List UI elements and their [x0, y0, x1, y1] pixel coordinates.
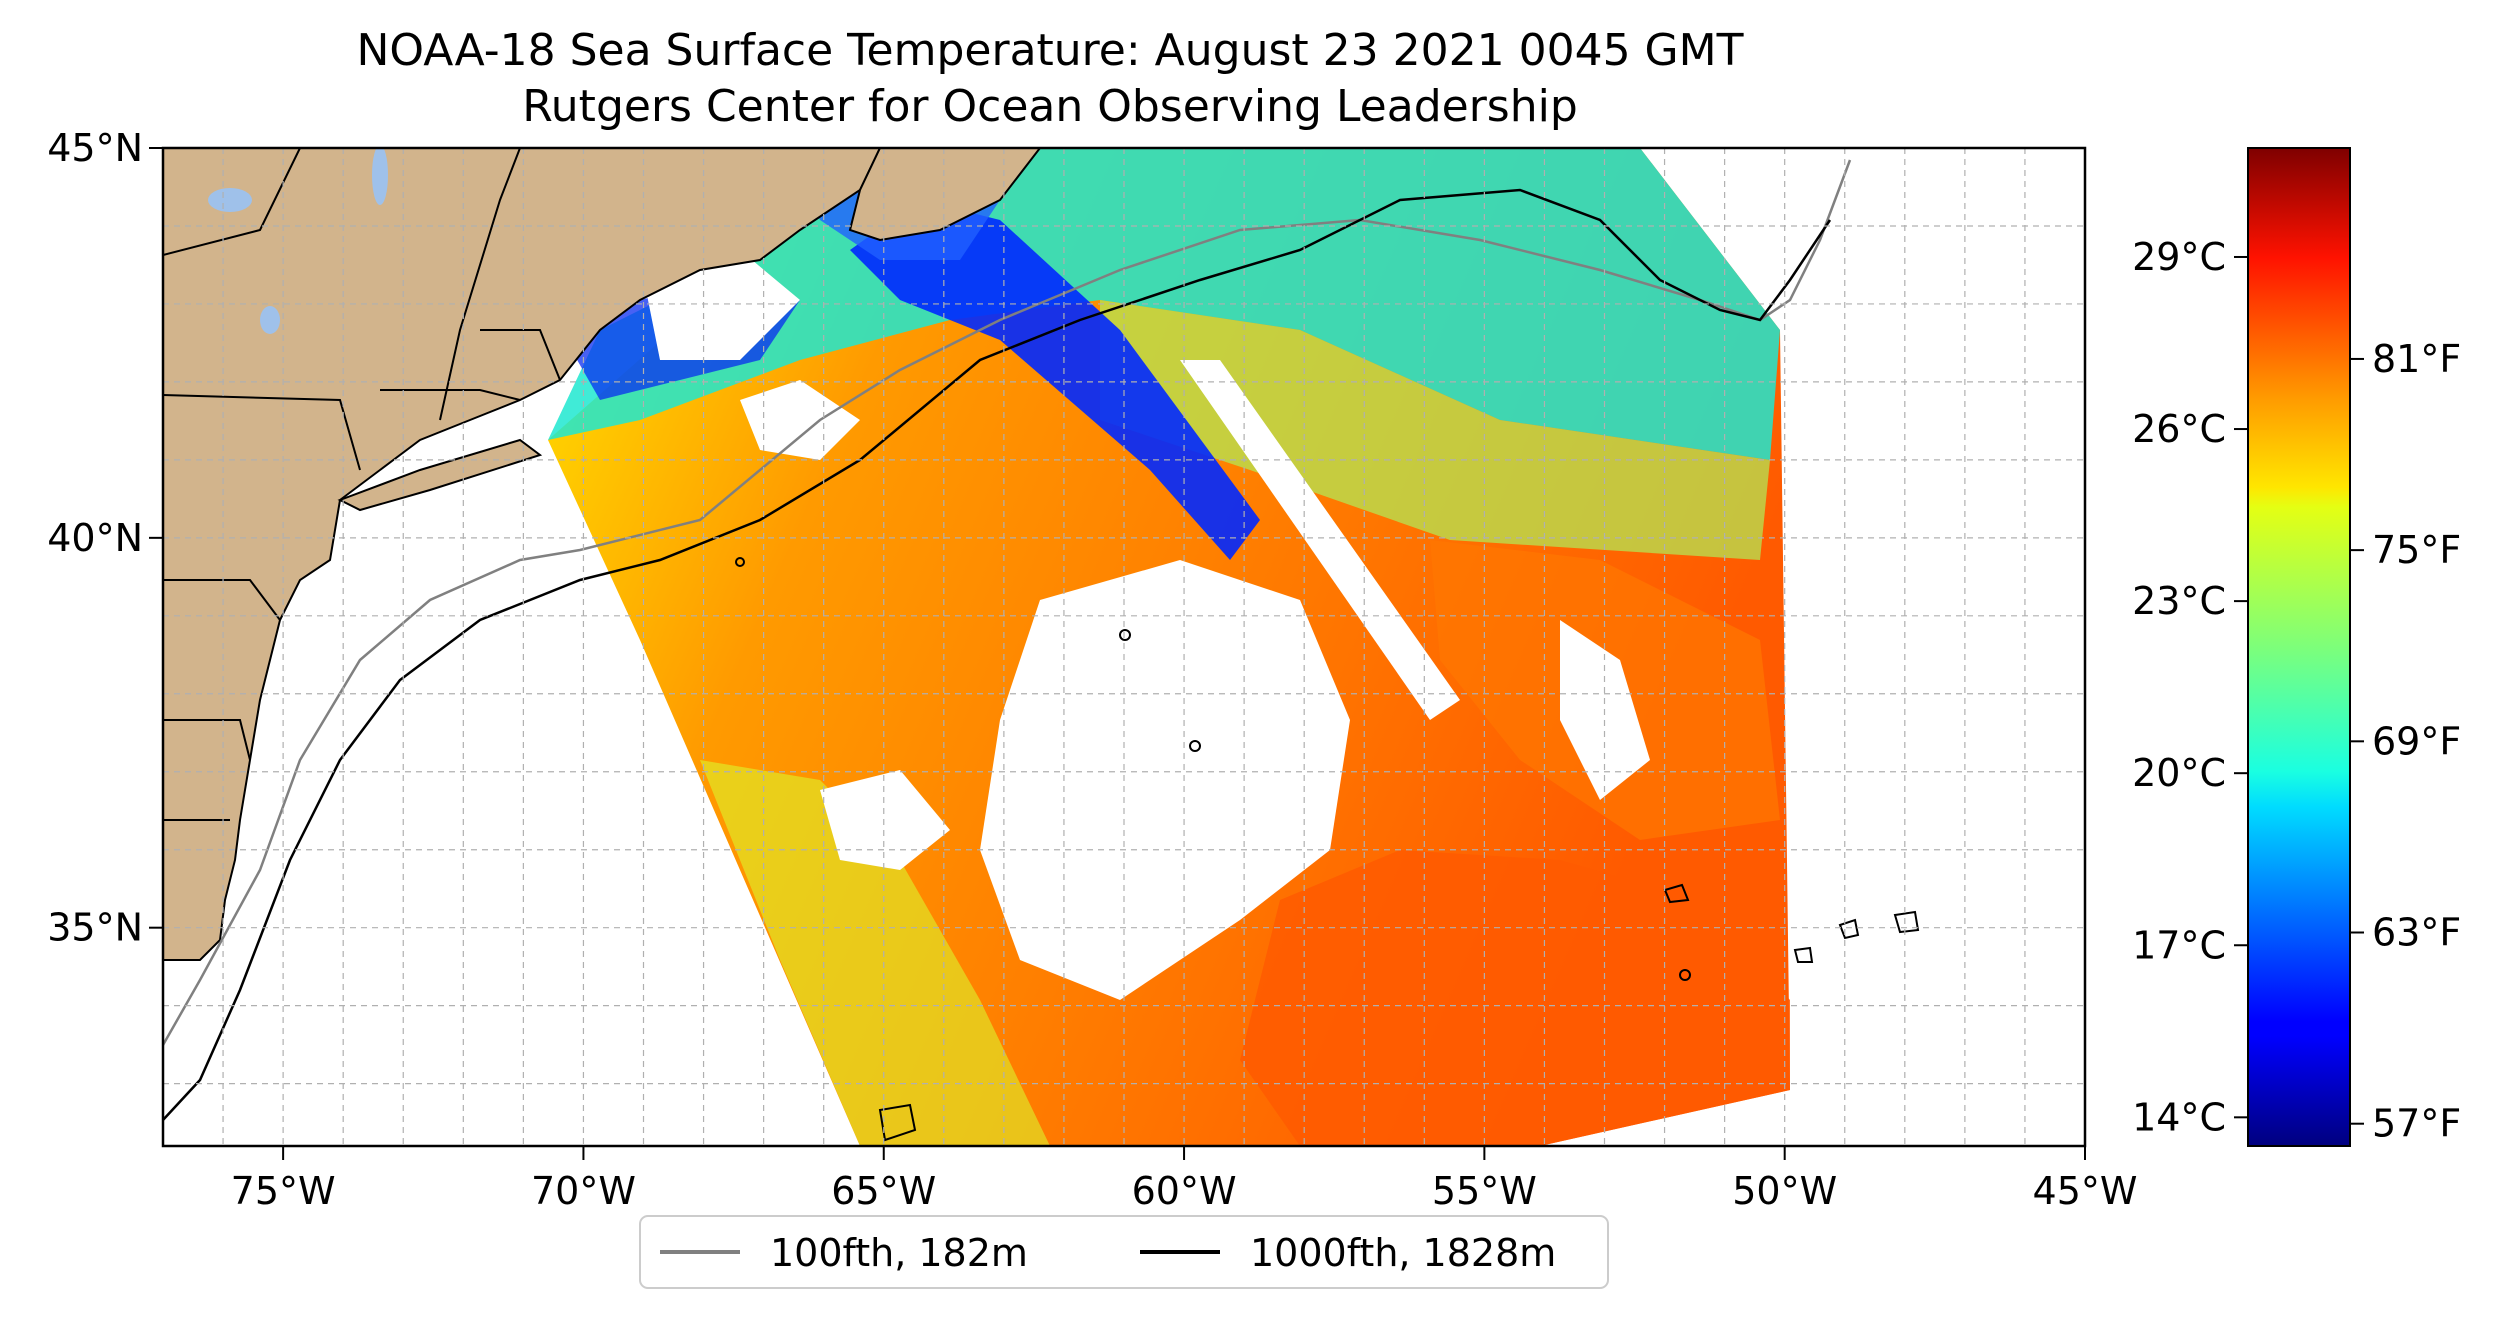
seamount-contour	[1893, 910, 1920, 934]
land-long-island	[337, 438, 543, 512]
land	[163, 148, 1042, 961]
celsius-tick-label: 26°C	[2132, 407, 2226, 451]
cloud-gap-center	[980, 560, 1350, 1000]
cloud-gap-northwest	[740, 380, 860, 460]
x-axis-ticks: 75°W 70°W 65°W 60°W 55°W 50°W 45°W	[231, 1146, 2138, 1213]
seamount-contour	[1663, 883, 1690, 904]
sst-greenish	[1100, 300, 1770, 560]
legend-label-100fth: 100fth, 182m	[770, 1231, 1028, 1275]
map-area: 75°W 70°W 65°W 60°W 55°W 50°W 45°W 45°N 40°N 35°…	[47, 126, 2137, 1213]
seamount-contour	[1119, 629, 1131, 641]
fahrenheit-tick-label: 81°F	[2372, 337, 2461, 381]
cloud-gap-streak	[1180, 360, 1460, 720]
seamount-contour	[1189, 740, 1201, 752]
gridlines	[162, 147, 2086, 1146]
fahrenheit-tick-label: 69°F	[2372, 719, 2461, 763]
lake	[372, 148, 388, 205]
celsius-tick-label: 29°C	[2132, 235, 2226, 279]
state-border	[163, 579, 281, 621]
x-tick-label: 45°W	[2033, 1169, 2138, 1213]
y-tick-label: 40°N	[47, 516, 143, 560]
x-tick-label: 60°W	[1132, 1169, 1237, 1213]
map-title: NOAA-18 Sea Surface Temperature: August …	[356, 25, 1744, 76]
seamount-contour	[735, 557, 745, 567]
sst-south-west	[700, 760, 1050, 1146]
sst-warm-southeast	[1240, 850, 1790, 1146]
state-border	[439, 148, 521, 421]
seamount-contour	[1793, 946, 1814, 963]
state-border	[163, 148, 301, 256]
celsius-tick-label: 20°C	[2132, 751, 2226, 795]
fahrenheit-tick-label: 75°F	[2372, 528, 2461, 572]
x-tick-label: 70°W	[531, 1169, 636, 1213]
y-tick-label: 45°N	[47, 126, 143, 170]
x-tick-label: 75°W	[231, 1169, 336, 1213]
bathymetry-contours	[163, 159, 1920, 1142]
colorbar-celsius-ticks: 14°C 17°C 20°C 23°C 26°C 29°C	[2132, 235, 2248, 1139]
lake	[208, 188, 252, 212]
x-tick-label: 55°W	[1432, 1169, 1537, 1213]
map-subtitle: Rutgers Center for Ocean Observing Leade…	[522, 81, 1578, 132]
map-legend: 100fth, 182m 1000fth, 1828m	[639, 1215, 1609, 1289]
colorbar-fahrenheit-ticks: 57°F 63°F 69°F 75°F 81°F	[2350, 337, 2461, 1146]
celsius-tick-label: 14°C	[2132, 1095, 2226, 1139]
colorbar: 14°C 17°C 20°C 23°C 26°C 29°C 57°F 63°F 69°F 75°…	[2132, 147, 2461, 1147]
state-border	[163, 719, 251, 761]
seamount-contour	[1838, 918, 1860, 940]
celsius-tick-label: 17°C	[2132, 923, 2226, 967]
legend-frame	[639, 1215, 1609, 1289]
x-tick-label: 65°W	[831, 1169, 936, 1213]
lake	[260, 306, 280, 334]
seamount-contour	[1679, 969, 1691, 981]
state-border	[380, 389, 521, 401]
land-mainland	[163, 148, 882, 961]
cloud-gap-southwest	[820, 770, 950, 870]
colorbar-ramp	[2247, 147, 2351, 1147]
y-axis-ticks: 45°N 40°N 35°N	[47, 126, 163, 950]
fahrenheit-tick-label: 63°F	[2372, 911, 2461, 955]
state-border	[163, 394, 361, 471]
map-frame	[161, 146, 2087, 1148]
state-border	[480, 329, 561, 381]
legend-label-1000fth: 1000fth, 1828m	[1250, 1231, 1556, 1275]
celsius-tick-label: 23°C	[2132, 579, 2226, 623]
contour-100fth	[163, 159, 1852, 1046]
x-tick-label: 50°W	[1732, 1169, 1837, 1213]
fahrenheit-tick-label: 57°F	[2372, 1102, 2461, 1146]
land-nova-scotia	[848, 148, 1042, 242]
contour-1000fth	[163, 188, 1832, 1121]
y-tick-label: 35°N	[47, 906, 143, 950]
sst-cold-band	[850, 200, 1260, 560]
